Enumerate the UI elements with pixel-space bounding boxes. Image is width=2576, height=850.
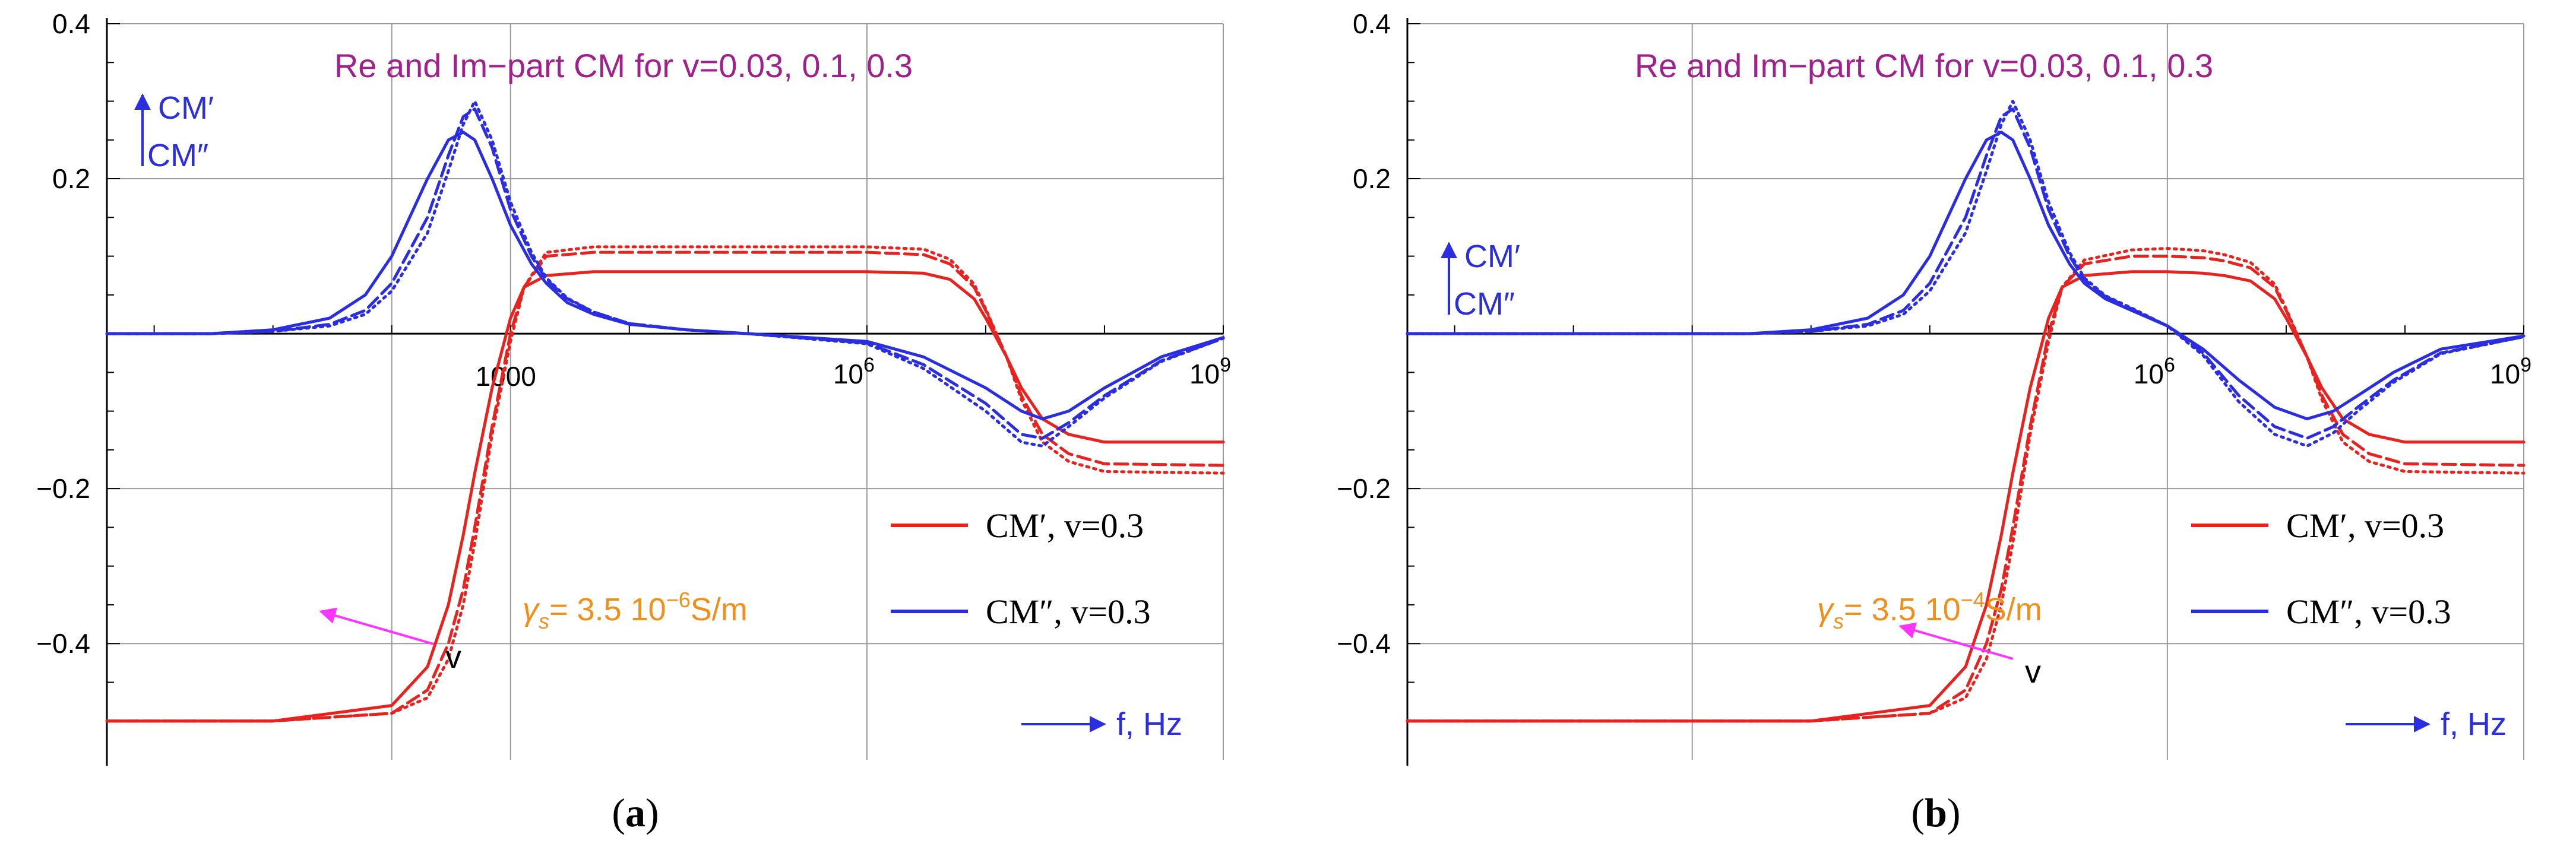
conductivity-annotation: γs= 3.5 10−4S/m (1817, 588, 2042, 633)
series-line-imaginary-dotted (1406, 100, 2526, 448)
x-tick-label: 109 (1189, 354, 1231, 389)
x-tick-exp: 6 (863, 354, 875, 376)
y-tick-label: −0.4 (36, 628, 90, 659)
chart-panel-b: 0.4 0.2 −0.2 −0.4 106 109 Re and Im−part CM fo… (1300, 0, 2571, 835)
series-line-real-solid (105, 270, 1225, 723)
annotation-main: = 3.5 10 (549, 592, 666, 627)
v-arrow-label: v (445, 639, 461, 675)
v-arrow-label: v (2025, 654, 2041, 690)
annotation-exp: −4 (1961, 588, 1985, 612)
chart-title: Re and Im−part CM for v=0.03, 0.1, 0.3 (1635, 47, 2213, 84)
series-line-imaginary-dashed (105, 107, 1225, 440)
y-tick-label: −0.2 (36, 473, 90, 504)
x-tick-exp: 9 (2520, 354, 2531, 376)
legend-label-0: CM′, v=0.3 (986, 506, 1144, 545)
annotation-main: = 3.5 10 (1844, 592, 1961, 627)
series-line-real-dotted (105, 245, 1225, 723)
annotation-sub: s (539, 609, 549, 633)
ylabel-bottom: CM″ (147, 138, 208, 173)
series-line-imaginary-solid (105, 131, 1225, 421)
series-line-real-solid (1406, 270, 2526, 723)
series-line-imaginary-solid (1406, 131, 2526, 421)
legend-label-1: CM″, v=0.3 (2286, 592, 2451, 631)
x-tick-exp: 6 (2164, 354, 2175, 376)
xlabel: f, Hz (2441, 706, 2507, 742)
chart-title: Re and Im−part CM for v=0.03, 0.1, 0.3 (334, 47, 913, 84)
x-tick-label: 106 (833, 354, 875, 389)
y-tick-label: 0.4 (1353, 8, 1391, 39)
legend-label-0: CM′, v=0.3 (2286, 506, 2444, 545)
x-tick-base: 10 (2134, 359, 2164, 389)
caption-a: (a) (612, 790, 659, 835)
x-tick-base: 10 (833, 359, 863, 389)
y-tick-label: 0.2 (52, 163, 90, 194)
chart-panel-a: 0.4 0.2 −0.2 −0.4 1000 106 109 Re and Im−part C… (0, 0, 1271, 835)
caption-b: (b) (1911, 790, 1961, 835)
xlabel: f, Hz (1116, 706, 1182, 742)
v-direction-arrow (319, 607, 434, 645)
v-direction-arrow (1898, 622, 2014, 660)
x-tick-base: 10 (1189, 359, 1220, 389)
caption-label-a: a (625, 790, 645, 835)
legend-label-1: CM″, v=0.3 (986, 592, 1151, 631)
annotation-exp: −6 (666, 588, 691, 612)
ylabel-top: CM′ (1464, 239, 1520, 274)
series-line-real-dashed (105, 250, 1225, 723)
x-tick-label: 109 (2490, 354, 2531, 389)
series-line-imaginary-dashed (1406, 107, 2526, 440)
caption-label-b: b (1925, 790, 1947, 835)
y-tick-label: −0.4 (1337, 628, 1391, 659)
annotation-sub: s (1833, 609, 1844, 633)
annotation-symbol: γ (1817, 592, 1835, 627)
annotation-symbol: γ (523, 592, 540, 627)
annotation-unit: S/m (1985, 592, 2042, 627)
series-line-real-dotted (1406, 247, 2526, 723)
ylabel-bottom: CM″ (1454, 286, 1515, 322)
x-tick-label: 1000 (476, 361, 536, 392)
x-tick-label: 106 (2134, 354, 2175, 389)
y-tick-label: −0.2 (1337, 473, 1391, 504)
conductivity-annotation: γs= 3.5 10−6S/m (523, 588, 748, 633)
ylabel-top: CM′ (158, 90, 214, 126)
annotation-unit: S/m (691, 592, 748, 627)
series-line-imaginary-dotted (105, 100, 1225, 448)
y-tick-label: 0.4 (52, 8, 90, 39)
x-tick-exp: 9 (1220, 354, 1231, 376)
x-tick-base: 10 (2490, 359, 2520, 389)
y-tick-label: 0.2 (1353, 163, 1391, 194)
